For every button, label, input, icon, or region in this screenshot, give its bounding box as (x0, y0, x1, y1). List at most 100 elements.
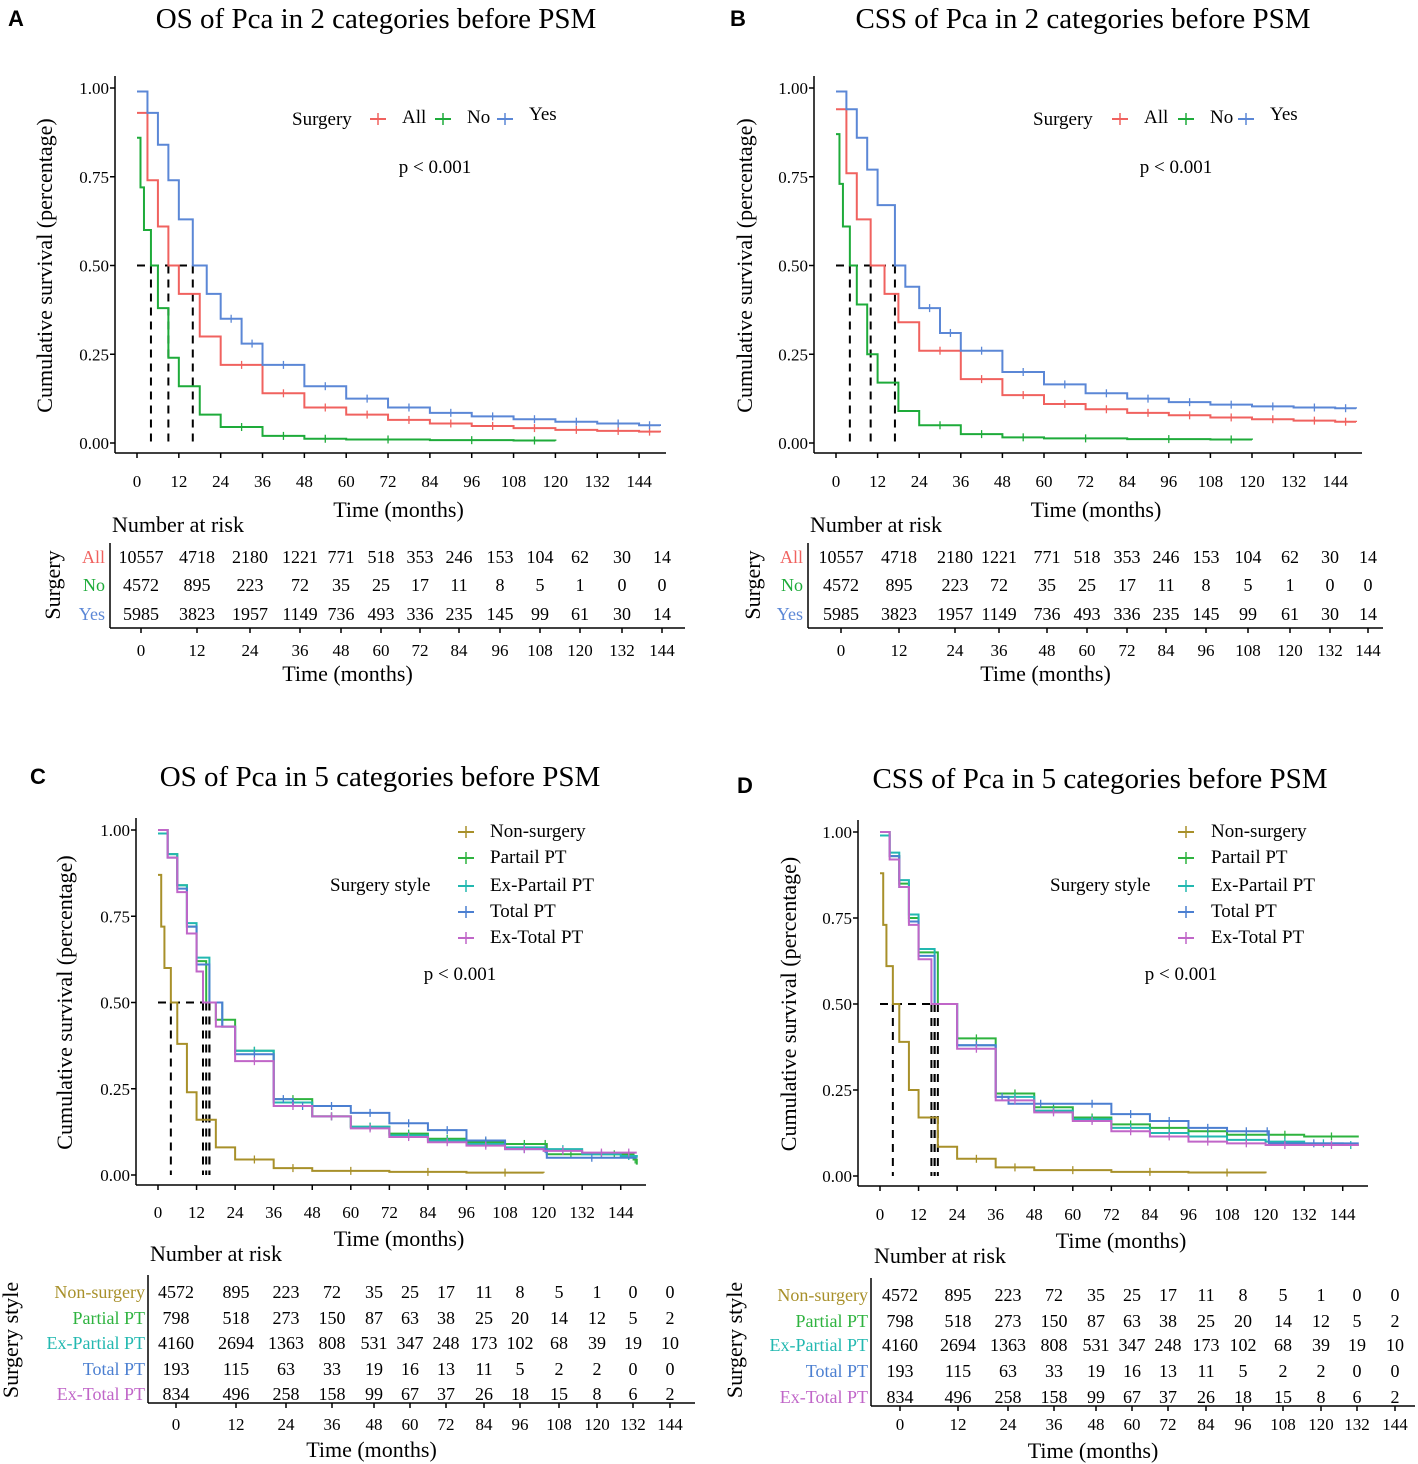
risk-cell: 10 (1386, 1335, 1404, 1355)
risk-cell: 99 (365, 1384, 383, 1404)
risk-cell: 223 (237, 575, 264, 595)
censor-marks (975, 1154, 1228, 1177)
risk-x-tick-label: 0 (896, 1415, 905, 1434)
risk-x-tick-label: 24 (242, 641, 260, 660)
risk-cell: 5 (1244, 575, 1253, 595)
risk-table: Number at risk Surgery style Non-surgery 45… (0, 1241, 695, 1462)
censor-marks (928, 304, 1347, 413)
risk-cell: 0 (618, 575, 627, 595)
risk-row-label: Ex-Partial PT (770, 1335, 868, 1355)
censor-marks (230, 314, 651, 430)
y-tick-label: 0.50 (79, 257, 109, 276)
x-tick-label: 132 (1281, 472, 1307, 491)
risk-cell: 493 (368, 604, 395, 624)
risk-row-label: Yes (777, 604, 803, 624)
risk-cell: 895 (945, 1285, 972, 1305)
risk-cell: 12 (1312, 1311, 1330, 1331)
x-tick-label: 96 (458, 1203, 475, 1222)
p-value: p < 0.001 (399, 157, 471, 178)
x-tick-label: 72 (1103, 1205, 1120, 1224)
x-tick-label: 48 (994, 472, 1011, 491)
x-tick-label: 36 (987, 1205, 1004, 1224)
risk-x-tick-label: 120 (1277, 641, 1303, 660)
panel-d: D CSS of Pca in 5 categories before PSM 0.… (722, 763, 1415, 1463)
risk-x-tick-label: 84 (476, 1415, 494, 1434)
risk-cell: 246 (446, 547, 473, 567)
risk-cell: 2180 (232, 547, 268, 567)
y-tick-label: 1.00 (822, 823, 852, 842)
risk-cell: 6 (629, 1384, 638, 1404)
x-tick-label: 60 (1064, 1205, 1081, 1224)
risk-cell: 8 (516, 1282, 525, 1302)
legend-item-ex-partail-pt: Ex-Partail PT (1211, 875, 1315, 896)
risk-cell: 25 (475, 1308, 493, 1328)
risk-cell: 173 (471, 1333, 498, 1353)
risk-cell: 153 (487, 547, 514, 567)
chart-title: CSS of Pca in 2 categories before PSM (855, 3, 1310, 35)
risk-cell: 61 (1281, 604, 1299, 624)
survival-curve-yes (137, 90, 661, 427)
risk-cell: 99 (531, 604, 549, 624)
risk-x-tick-label: 48 (1088, 1415, 1105, 1434)
y-tick-label: 0.00 (822, 1167, 852, 1186)
x-tick-label: 12 (910, 1205, 927, 1224)
panel-letter: A (8, 6, 24, 31)
risk-cell: 2 (1279, 1361, 1288, 1381)
risk-cell: 223 (942, 575, 969, 595)
risk-cell: 39 (588, 1333, 606, 1353)
risk-cell: 496 (945, 1387, 972, 1407)
risk-cell: 8 (1202, 575, 1211, 595)
risk-cell: 895 (223, 1282, 250, 1302)
risk-cell: 145 (1193, 604, 1220, 624)
risk-x-tick-label: 12 (891, 641, 908, 660)
risk-cell: 10557 (819, 547, 864, 567)
risk-cell: 736 (328, 604, 355, 624)
risk-x-tick-label: 108 (527, 641, 553, 660)
survival-curve-no (137, 136, 557, 442)
risk-cell: 104 (527, 547, 554, 567)
risk-cell: 4572 (882, 1285, 918, 1305)
risk-cell: 2 (593, 1359, 602, 1379)
risk-x-tick-label: 48 (1039, 641, 1056, 660)
risk-cell: 17 (437, 1282, 455, 1302)
risk-cell: 102 (1230, 1335, 1257, 1355)
risk-cell: 115 (945, 1361, 971, 1381)
risk-cell: 5 (1279, 1285, 1288, 1305)
x-tick-label: 96 (463, 472, 480, 491)
risk-cell: 2694 (218, 1333, 254, 1353)
censor-marks (939, 346, 1347, 426)
risk-cell: 5 (516, 1359, 525, 1379)
risk-x-tick-label: 84 (1198, 1415, 1216, 1434)
risk-x-tick-label: 0 (837, 641, 846, 660)
survival-curve-all (836, 108, 1357, 423)
risk-cell: 14 (1274, 1311, 1292, 1331)
x-tick-label: 120 (1239, 472, 1265, 491)
risk-cell: 1149 (282, 604, 317, 624)
risk-cell: 518 (1074, 547, 1101, 567)
risk-x-tick-label: 132 (609, 641, 635, 660)
legend: Surgery style Non-surgery Partail PT Ex-Par… (1050, 821, 1315, 948)
risk-cell: 33 (1045, 1361, 1063, 1381)
x-tick-label: 96 (1180, 1205, 1197, 1224)
y-tick-label: 0.25 (822, 1081, 852, 1100)
y-tick-label: 0.25 (100, 1080, 130, 1099)
x-tick-label: 0 (876, 1205, 885, 1224)
risk-row-label: Partial PT (796, 1311, 869, 1331)
risk-cell: 99 (1239, 604, 1257, 624)
risk-cell: 18 (1234, 1387, 1252, 1407)
legend-title: Surgery (1033, 109, 1093, 130)
risk-cell: 3823 (179, 604, 215, 624)
x-tick-label: 108 (501, 472, 527, 491)
risk-cell: 353 (1114, 547, 1141, 567)
x-tick-label: 0 (154, 1203, 163, 1222)
risk-cell: 35 (1038, 575, 1056, 595)
x-tick-label: 36 (265, 1203, 282, 1222)
risk-cell: 531 (361, 1333, 388, 1353)
risk-x-tick-label: 84 (1158, 641, 1176, 660)
risk-x-tick-label: 144 (1382, 1415, 1408, 1434)
risk-cell: 67 (401, 1384, 419, 1404)
risk-cell: 6 (1353, 1387, 1362, 1407)
risk-cell: 18 (511, 1384, 529, 1404)
legend-item-total-pt: Total PT (490, 901, 556, 922)
x-tick-label: 132 (584, 472, 610, 491)
